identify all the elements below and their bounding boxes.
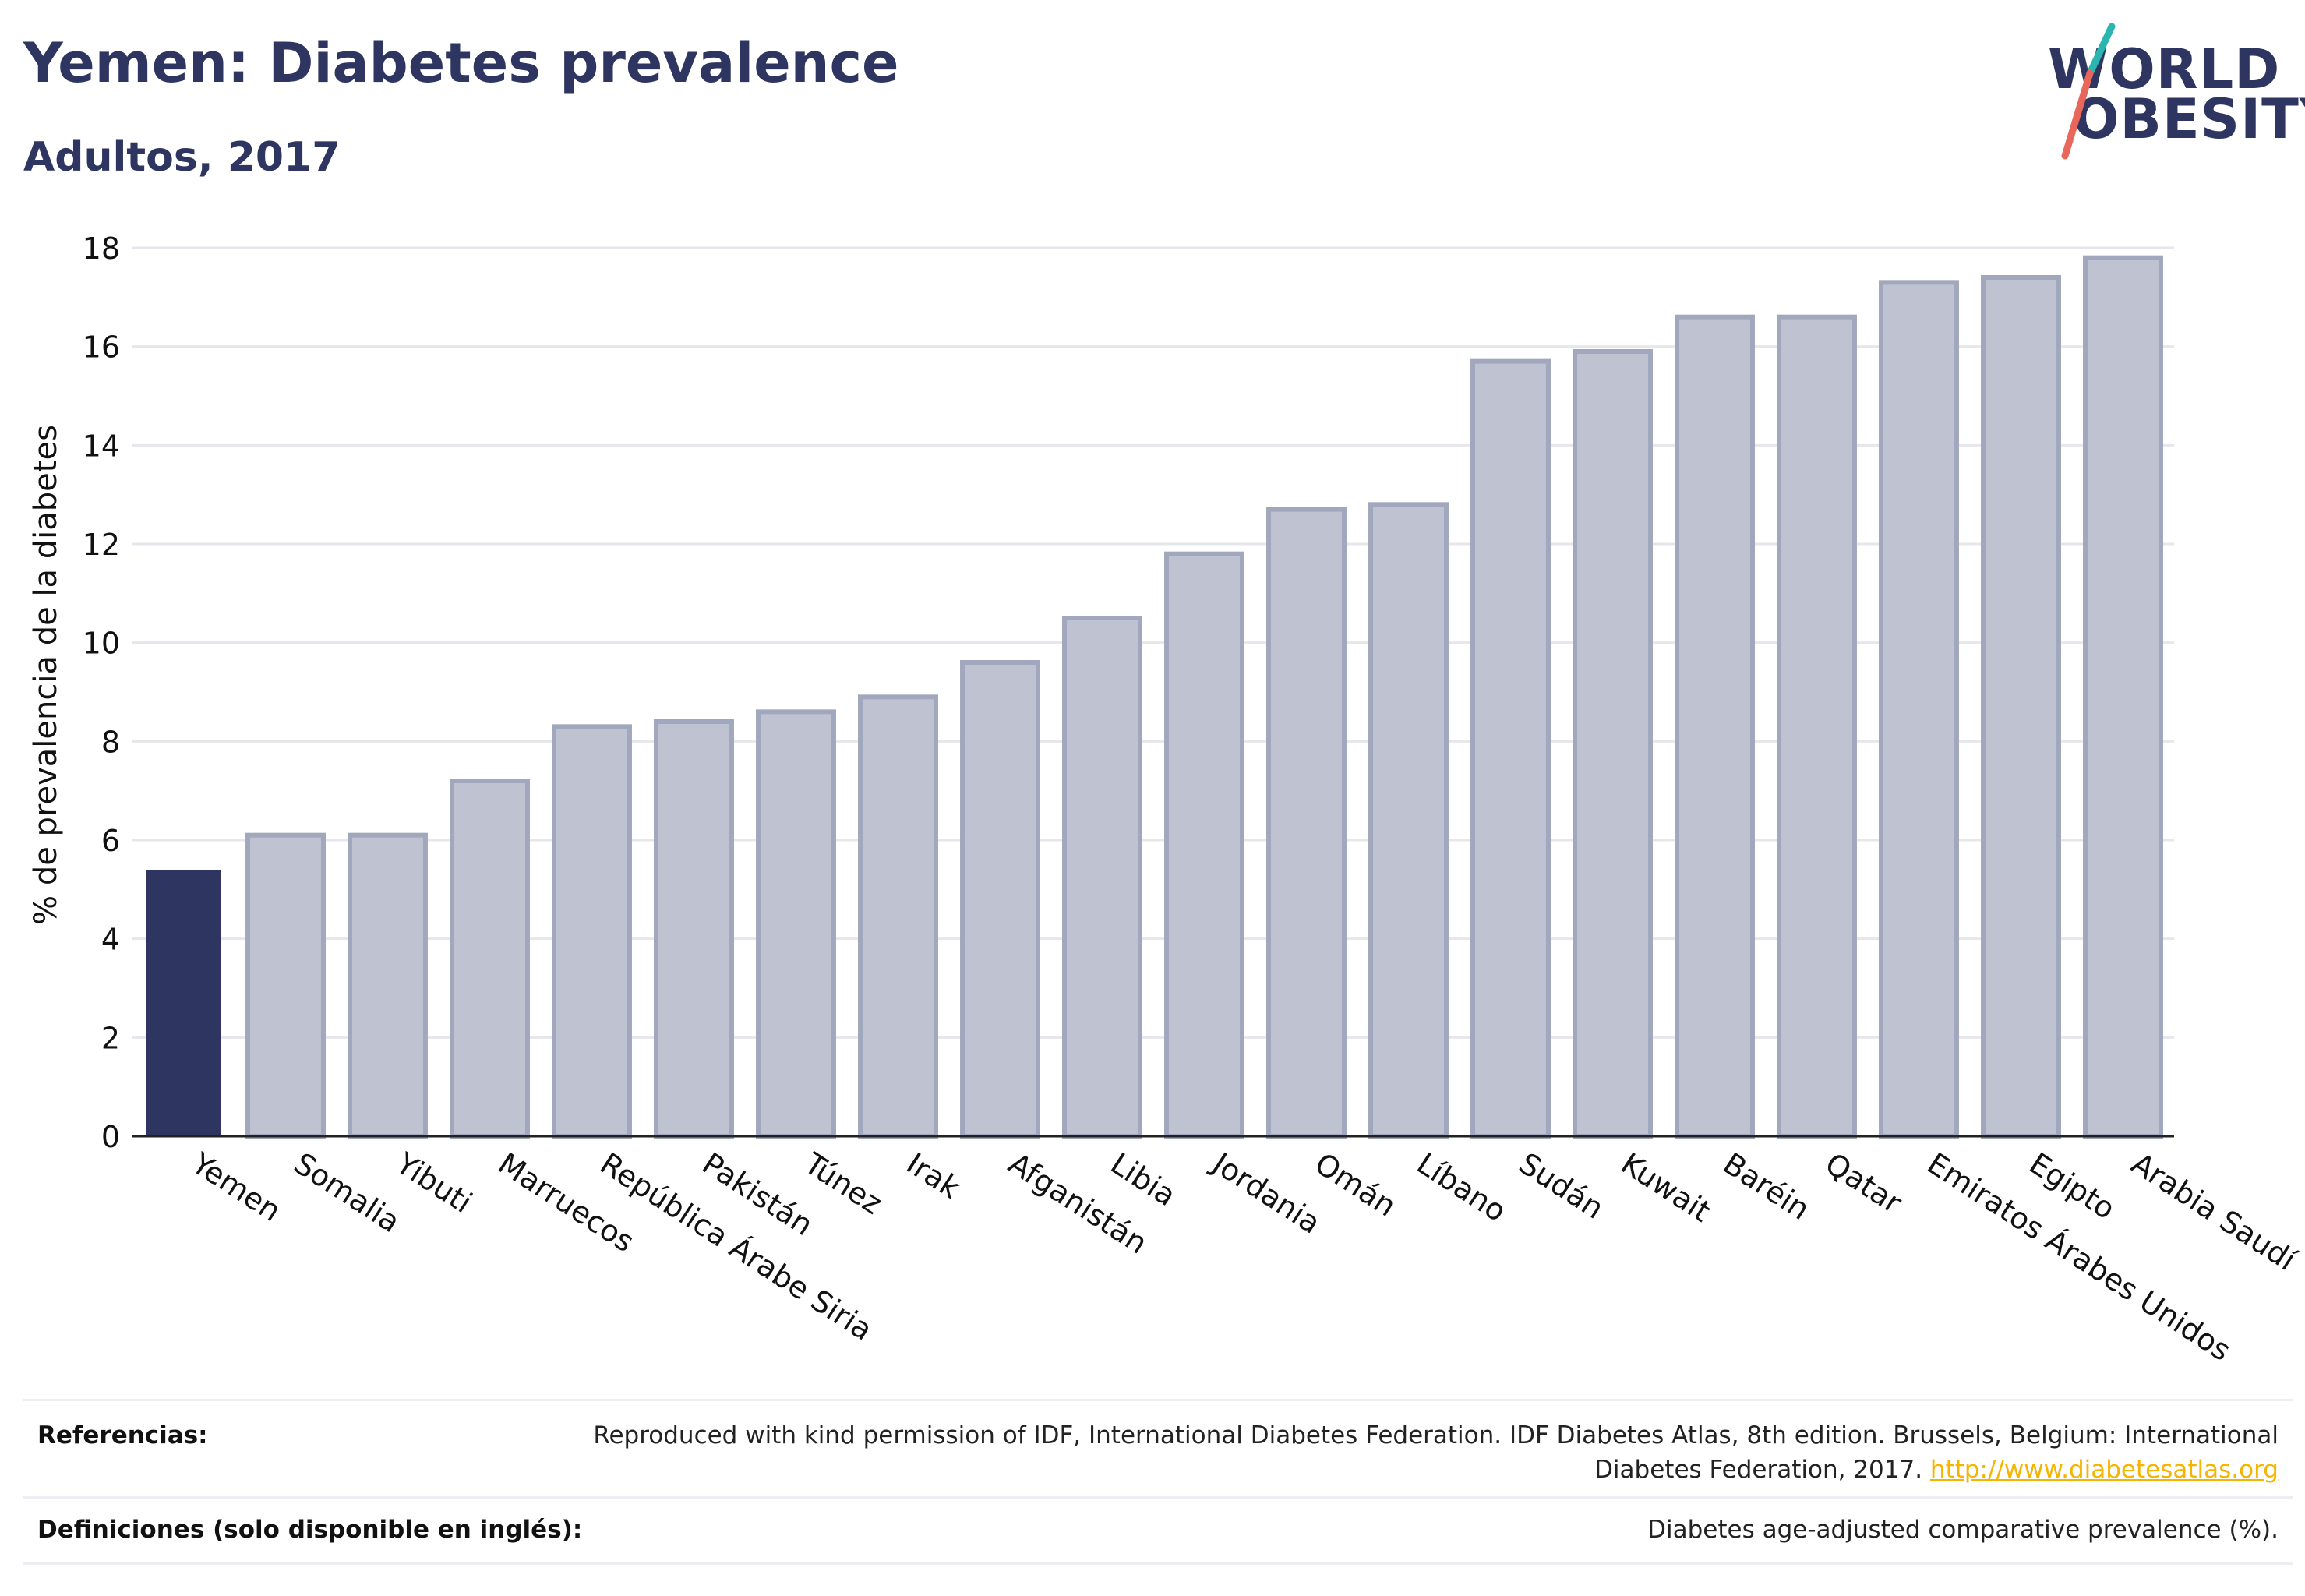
bar — [1981, 275, 2061, 1139]
x-tick-label: Kuwait — [1615, 1146, 1717, 1229]
definitions-label: Definiciones (solo disponible en inglés)… — [37, 1516, 583, 1544]
bar — [552, 724, 632, 1139]
bar — [858, 694, 938, 1139]
y-tick-label: 2 — [101, 1021, 120, 1055]
references-row: Referencias: Reproduced with kind permis… — [23, 1399, 2293, 1496]
gridlines — [132, 246, 2174, 1039]
bar — [245, 832, 326, 1139]
y-tick-label: 0 — [101, 1120, 120, 1154]
bar — [450, 779, 530, 1139]
bar — [1062, 616, 1142, 1139]
x-tick-label: Qatar — [1820, 1146, 1908, 1220]
bar — [1368, 502, 1449, 1139]
bar — [1675, 314, 1755, 1139]
y-tick-label: 10 — [83, 627, 120, 661]
x-tick-label: Baréin — [1717, 1146, 1816, 1227]
y-tick-label: 8 — [101, 725, 120, 759]
y-tick-label: 4 — [101, 923, 120, 957]
x-tick-label: Jordania — [1205, 1146, 1326, 1241]
references-label: Referencias: — [37, 1421, 208, 1449]
x-tick-label: Arabia Saudí — [2126, 1146, 2303, 1278]
world-obesity-logo: WORLD OBESITY — [2042, 23, 2305, 164]
y-tick-label: 6 — [101, 824, 120, 858]
x-tick-label: Yemen — [185, 1146, 288, 1228]
x-tick-label: Sudán — [1513, 1146, 1610, 1226]
logo-text-obesity: OBESITY — [2073, 87, 2305, 151]
y-tick-label: 18 — [83, 231, 120, 266]
y-tick-label: 12 — [83, 528, 120, 562]
footer: Referencias: Reproduced with kind permis… — [23, 1399, 2293, 1565]
logo-slash-icon — [2061, 23, 2116, 160]
bar — [1470, 358, 1551, 1139]
bar — [1879, 280, 1959, 1139]
bar — [960, 660, 1040, 1139]
x-tick-label: Libia — [1105, 1146, 1182, 1213]
bar — [348, 832, 428, 1139]
definitions-row: Definiciones (solo disponible en inglés)… — [23, 1496, 2293, 1565]
bar — [756, 709, 836, 1139]
y-tick-label: 14 — [83, 429, 120, 463]
x-tick-label: Líbano — [1411, 1146, 1513, 1229]
y-axis-label: % de prevalencia de la diabetes — [28, 425, 64, 925]
chart-subtitle: Adultos, 2017 — [23, 134, 341, 181]
x-tick-label: Somalia — [288, 1146, 407, 1240]
bar — [146, 870, 221, 1136]
x-tick-label: Irak — [901, 1146, 966, 1206]
definitions-text: Diabetes age-adjusted comparative preval… — [1647, 1516, 2279, 1544]
references-link[interactable]: http://www.diabetesatlas.org — [1929, 1456, 2279, 1484]
bar — [1777, 314, 1857, 1139]
bar — [1573, 349, 1653, 1139]
bar — [1266, 507, 1347, 1139]
bar — [654, 719, 734, 1139]
references-text-block: Reproduced with kind permission of IDF, … — [564, 1418, 2279, 1487]
bar — [2083, 255, 2163, 1139]
chart-title: Yemen: Diabetes prevalence — [23, 31, 899, 95]
bar — [1164, 551, 1244, 1139]
y-tick-label: 16 — [83, 330, 120, 365]
references-text: Reproduced with kind permission of IDF, … — [593, 1421, 2279, 1484]
bars — [146, 255, 2163, 1139]
